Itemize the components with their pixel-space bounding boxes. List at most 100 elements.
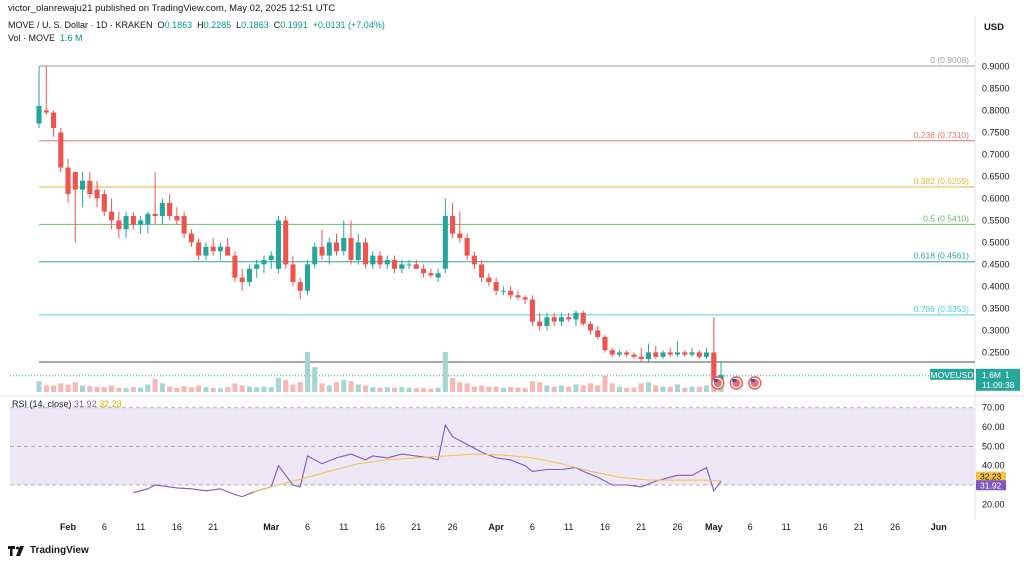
volume-bar [355, 384, 361, 392]
volume-tag: 1.6M [982, 370, 1001, 380]
volume-bar [239, 385, 245, 392]
candle-body [638, 356, 644, 359]
rsi-legend-value: 31.92 [74, 399, 97, 409]
tradingview-footer[interactable]: TradingView [8, 545, 89, 556]
candle-body [653, 352, 659, 357]
candle-body [660, 352, 666, 357]
candle-body [587, 323, 593, 331]
volume-bar [348, 381, 354, 392]
volume-bar [406, 387, 412, 392]
fib-level-label: 0 (0.9008) [930, 55, 969, 65]
candle-body [275, 220, 281, 269]
candle-body [529, 299, 535, 322]
close-label: C [273, 20, 281, 30]
volume-bar [653, 385, 659, 392]
symbol-price-tag-bg [930, 368, 974, 380]
currency-label[interactable]: USD [983, 22, 1004, 33]
rsi-legend-label[interactable]: RSI (14, close) [12, 399, 72, 409]
candle-body [304, 264, 311, 291]
candle-body [268, 255, 274, 260]
volume-bar [450, 377, 456, 392]
candle-body [377, 255, 383, 265]
price-axis-tick: 0.6500 [982, 171, 1010, 181]
candle-body [595, 330, 601, 337]
candle-body [80, 180, 86, 190]
candle-body [696, 352, 702, 357]
volume-value: 1.6 M [60, 33, 83, 43]
candle-body [188, 233, 194, 243]
volume-bar [94, 386, 100, 392]
candle-body [479, 264, 485, 278]
candle-body [682, 352, 688, 355]
candle-body [181, 216, 187, 234]
candle-body [464, 238, 470, 256]
volume-bar [674, 384, 681, 392]
volume-bar [529, 381, 535, 392]
candle-body [471, 255, 477, 265]
x-axis-tick: Jun [931, 522, 947, 532]
price-axis-tick: 0.5000 [982, 237, 1010, 247]
candle-body [508, 290, 514, 296]
candle-body [421, 268, 427, 274]
rsi-ma-tag: 32.23 [980, 472, 1002, 482]
candle-body [341, 238, 347, 252]
candle-body [493, 282, 499, 291]
volume-bar [232, 383, 238, 392]
volume-bar [457, 382, 463, 392]
volume-bar [304, 352, 311, 392]
candle-body [406, 264, 412, 266]
volume-label[interactable]: Vol · MOVE [8, 33, 56, 43]
volume-bar [109, 385, 115, 392]
volume-bar [174, 387, 180, 392]
candle-body [319, 246, 325, 256]
rsi-tag-bg [976, 480, 1006, 491]
candle-body [457, 233, 463, 238]
x-axis-tick: 16 [818, 522, 828, 532]
volume-bar [65, 384, 71, 392]
volume-bar [123, 388, 129, 392]
candle-body [544, 317, 550, 326]
volume-bar [537, 382, 543, 392]
volume-bar [696, 386, 702, 392]
volume-bar [442, 352, 448, 392]
rsi-legend: RSI (14, close) 31.92 32.23 [12, 399, 122, 409]
price-axis-tick: 0.4000 [982, 281, 1010, 291]
volume-bar [261, 386, 267, 392]
candle-countdown: 11:09:38 [982, 380, 1015, 390]
rsi-ma-tag-bg [976, 471, 1006, 482]
candle-body [130, 216, 136, 225]
volume-bar [225, 387, 231, 392]
candle-body [537, 321, 543, 326]
volume-bar [493, 386, 499, 392]
candle-body [50, 112, 57, 128]
candle-body [225, 246, 231, 256]
candle-body [442, 216, 448, 269]
rsi-ma-line [249, 453, 722, 494]
volume-bar [392, 387, 398, 392]
low-value: 0.1863 [241, 20, 269, 30]
candle-body [167, 202, 173, 216]
candle-body [326, 242, 332, 256]
rsi-tag: 31.92 [980, 480, 1002, 490]
fib-level-label: 0.618 (0.4561) [914, 251, 969, 261]
candle-body [261, 260, 267, 265]
x-axis-tick: 6 [530, 522, 535, 532]
high-label: H [197, 20, 204, 30]
candle-body [645, 352, 652, 359]
volume-bar [72, 382, 78, 392]
volume-bar [377, 387, 383, 392]
x-axis-tick: 26 [673, 522, 683, 532]
symbol-title[interactable]: MOVE / U. S. Dollar · 1D · KRAKEN [8, 20, 153, 30]
volume-bar [384, 387, 390, 392]
volume-bar [464, 383, 470, 392]
x-axis-tick: 16 [375, 522, 385, 532]
tradingview-logo-icon [8, 545, 24, 556]
candle-body [203, 246, 209, 256]
candle-body [551, 317, 557, 322]
candle-body [566, 317, 572, 320]
candle-body [232, 255, 238, 278]
volume-bar [333, 382, 340, 392]
x-axis-tick: 21 [854, 522, 864, 532]
volume-bar [551, 386, 557, 392]
